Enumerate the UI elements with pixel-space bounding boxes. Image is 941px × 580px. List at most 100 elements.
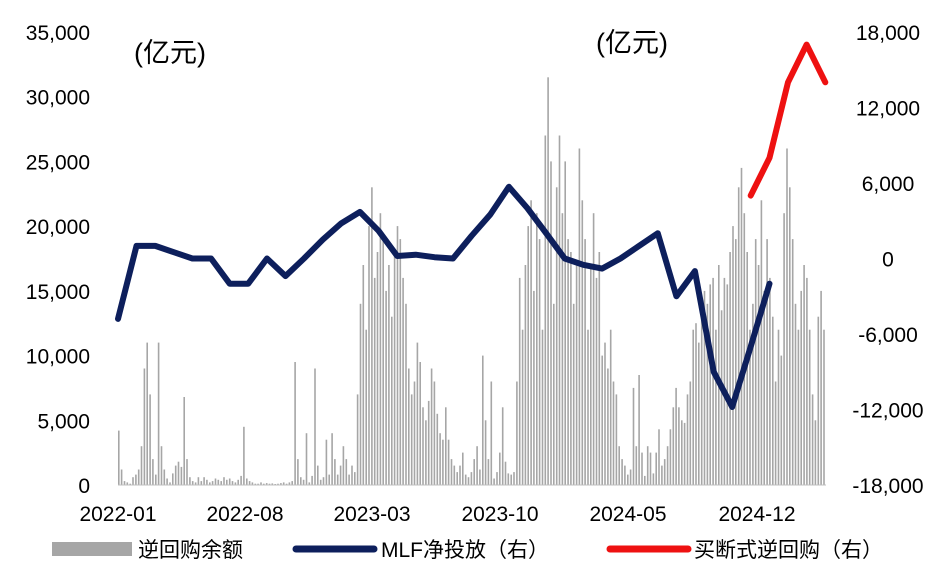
bar-reverse-repo-balance [803, 265, 805, 485]
x-axis: 2022-01 2022-08 2023-03 2023-10 2024-05 2024-… [79, 503, 795, 526]
bar-reverse-repo-balance [297, 459, 299, 485]
bar-reverse-repo-balance [575, 265, 578, 485]
bar-reverse-repo-balance [191, 481, 194, 485]
bar-reverse-repo-balance [655, 452, 657, 485]
bar-reverse-repo-balance [615, 394, 618, 485]
bar-reverse-repo-balance [777, 329, 780, 485]
bar-reverse-repo-balance [794, 303, 797, 485]
bar-reverse-repo-balance [356, 394, 359, 485]
bars-layer [118, 77, 825, 486]
bar-reverse-repo-balance [709, 284, 711, 485]
left-axis: 35,000 30,000 25,000 20,000 15,000 10,000 5,00… [26, 22, 90, 498]
left-tick-label: 0 [78, 475, 90, 498]
legend: 逆回购余额 MLF净投放（右） 买断式逆回购（右） [52, 539, 883, 562]
bar-reverse-repo-balance [425, 420, 427, 485]
bar-reverse-repo-balance [282, 482, 285, 485]
bar-reverse-repo-balance [493, 478, 495, 485]
bar-reverse-repo-balance [388, 265, 390, 485]
bar-reverse-repo-balance [146, 342, 148, 485]
bar-reverse-repo-balance [689, 381, 692, 485]
bar-reverse-repo-balance [541, 329, 544, 485]
bar-reverse-repo-balance [169, 482, 171, 485]
bar-reverse-repo-balance [427, 400, 430, 485]
bar-reverse-repo-balance [621, 459, 623, 485]
bar-reverse-repo-balance [157, 342, 160, 485]
bar-reverse-repo-balance [746, 252, 748, 485]
bar-reverse-repo-balance [402, 277, 404, 485]
bar-reverse-repo-balance [703, 290, 706, 485]
bar-reverse-repo-balance [590, 265, 592, 485]
bar-reverse-repo-balance [601, 355, 603, 485]
bar-reverse-repo-balance [314, 368, 316, 485]
bar-reverse-repo-balance [223, 477, 225, 485]
bar-reverse-repo-balance [183, 397, 185, 485]
bar-reverse-repo-balance [433, 381, 436, 485]
bar-reverse-repo-balance [550, 161, 552, 485]
legend-label-mlf: MLF净投放（右） [381, 539, 549, 562]
bar-reverse-repo-balance [814, 420, 817, 485]
bar-reverse-repo-balance [675, 387, 677, 485]
bar-reverse-repo-balance [538, 239, 541, 485]
bar-reverse-repo-balance [789, 187, 791, 486]
bar-reverse-repo-balance [260, 482, 262, 485]
bar-reverse-repo-balance [723, 277, 726, 485]
bar-reverse-repo-balance [504, 461, 507, 485]
bar-reverse-repo-balance [564, 161, 566, 485]
left-axis-unit: (亿元) [134, 38, 206, 68]
bar-reverse-repo-balance [243, 426, 245, 485]
bar-reverse-repo-balance [257, 483, 259, 485]
bar-reverse-repo-balance [632, 387, 635, 485]
bar-reverse-repo-balance [780, 355, 783, 485]
bar-reverse-repo-balance [749, 329, 751, 485]
bar-reverse-repo-balance [817, 316, 820, 485]
left-tick-label: 25,000 [26, 151, 90, 174]
bar-reverse-repo-balance [166, 478, 168, 485]
bar-reverse-repo-balance [177, 461, 180, 485]
bar-reverse-repo-balance [735, 239, 737, 485]
bar-reverse-repo-balance [140, 446, 143, 485]
bar-reverse-repo-balance [823, 329, 825, 485]
bar-reverse-repo-balance [726, 284, 729, 485]
bar-reverse-repo-balance [678, 407, 680, 485]
bar-reverse-repo-balance [646, 446, 649, 485]
bar-reverse-repo-balance [763, 290, 765, 485]
bar-reverse-repo-balance [644, 475, 646, 485]
x-tick-label: 2022-08 [206, 503, 283, 526]
bar-reverse-repo-balance [609, 329, 612, 485]
bar-reverse-repo-balance [268, 483, 271, 485]
right-tick-label: -12,000 [852, 400, 923, 423]
bar-reverse-repo-balance [163, 469, 166, 485]
bar-reverse-repo-balance [715, 329, 717, 485]
bar-reverse-repo-balance [661, 465, 663, 485]
bar-reverse-repo-balance [277, 483, 279, 485]
bar-reverse-repo-balance [422, 407, 424, 485]
bar-reverse-repo-balance [294, 362, 296, 485]
bar-reverse-repo-balance [521, 329, 524, 485]
bar-reverse-repo-balance [288, 482, 291, 485]
bar-reverse-repo-balance [203, 477, 205, 485]
bar-reverse-repo-balance [442, 439, 444, 485]
bar-reverse-repo-balance [450, 459, 453, 485]
right-tick-label: 0 [882, 249, 894, 272]
right-tick-label: -6,000 [858, 324, 918, 347]
bar-reverse-repo-balance [396, 226, 399, 485]
bar-reverse-repo-balance [683, 422, 686, 485]
bar-reverse-repo-balance [331, 433, 333, 485]
bar-reverse-repo-balance [607, 368, 609, 485]
bar-reverse-repo-balance [757, 265, 760, 485]
bar-reverse-repo-balance [769, 277, 771, 485]
bar-reverse-repo-balance [760, 200, 763, 486]
line-outright-reverse-repo [747, 41, 829, 199]
bar-reverse-repo-balance [382, 239, 384, 485]
bar-reverse-repo-balance [627, 474, 629, 485]
bar-reverse-repo-balance [126, 482, 129, 485]
bar-reverse-repo-balance [325, 439, 328, 485]
bar-reverse-repo-balance [129, 483, 131, 485]
bar-reverse-repo-balance [737, 187, 740, 486]
bar-reverse-repo-balance [280, 483, 282, 485]
left-tick-label: 5,000 [37, 410, 90, 433]
bar-reverse-repo-balance [373, 277, 376, 485]
bar-reverse-repo-balance [698, 342, 700, 485]
right-axis-unit: (亿元) [596, 28, 668, 58]
bar-reverse-repo-balance [641, 452, 643, 485]
